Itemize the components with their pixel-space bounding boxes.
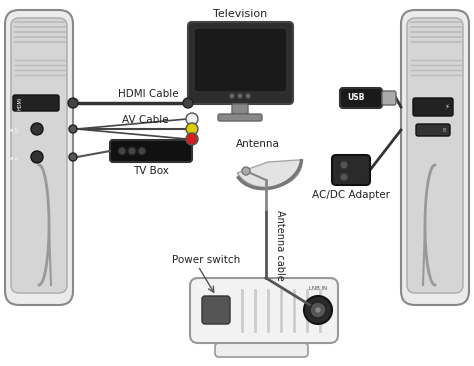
Text: USB: USB xyxy=(347,93,365,102)
Circle shape xyxy=(186,123,198,135)
Text: AV
IN: AV IN xyxy=(11,155,19,159)
Circle shape xyxy=(183,98,193,108)
Circle shape xyxy=(31,151,43,163)
Text: AV
OUT: AV OUT xyxy=(11,125,19,133)
Circle shape xyxy=(229,93,235,98)
Circle shape xyxy=(186,133,198,145)
FancyBboxPatch shape xyxy=(188,22,293,104)
FancyBboxPatch shape xyxy=(232,104,248,114)
Text: B: B xyxy=(442,127,446,132)
Circle shape xyxy=(128,147,136,155)
Circle shape xyxy=(69,125,77,133)
Polygon shape xyxy=(237,160,302,188)
Text: HDMI: HDMI xyxy=(18,96,22,110)
Text: HDMI Cable: HDMI Cable xyxy=(118,89,178,99)
FancyBboxPatch shape xyxy=(340,88,382,108)
FancyBboxPatch shape xyxy=(401,10,469,305)
Text: AV Cable: AV Cable xyxy=(122,115,168,125)
Circle shape xyxy=(304,296,332,324)
Circle shape xyxy=(242,167,250,175)
Text: Television: Television xyxy=(213,9,267,19)
Circle shape xyxy=(237,93,243,98)
Circle shape xyxy=(186,113,198,125)
Circle shape xyxy=(315,307,321,313)
Text: LNB IN: LNB IN xyxy=(309,285,327,291)
Circle shape xyxy=(340,173,348,181)
Text: Antenna cable: Antenna cable xyxy=(275,210,285,280)
Circle shape xyxy=(68,98,78,108)
FancyBboxPatch shape xyxy=(110,140,192,162)
FancyBboxPatch shape xyxy=(218,114,262,121)
Circle shape xyxy=(246,93,250,98)
FancyBboxPatch shape xyxy=(194,28,287,92)
Circle shape xyxy=(118,147,126,155)
FancyBboxPatch shape xyxy=(190,278,338,343)
Text: Power switch: Power switch xyxy=(172,255,240,265)
FancyBboxPatch shape xyxy=(215,343,308,357)
FancyBboxPatch shape xyxy=(382,91,396,105)
Circle shape xyxy=(138,147,146,155)
FancyBboxPatch shape xyxy=(413,98,453,116)
Text: ⚡: ⚡ xyxy=(445,104,449,110)
Circle shape xyxy=(69,153,77,161)
FancyBboxPatch shape xyxy=(11,18,67,293)
Circle shape xyxy=(340,161,348,169)
FancyBboxPatch shape xyxy=(332,155,370,185)
Text: AC/DC Adapter: AC/DC Adapter xyxy=(312,190,390,200)
FancyBboxPatch shape xyxy=(407,18,463,293)
FancyBboxPatch shape xyxy=(13,95,59,111)
Text: TV Box: TV Box xyxy=(133,166,169,176)
FancyBboxPatch shape xyxy=(416,124,450,136)
Circle shape xyxy=(31,123,43,135)
FancyBboxPatch shape xyxy=(5,10,73,305)
Text: Antenna: Antenna xyxy=(236,139,280,149)
FancyBboxPatch shape xyxy=(202,296,230,324)
Circle shape xyxy=(310,302,326,318)
